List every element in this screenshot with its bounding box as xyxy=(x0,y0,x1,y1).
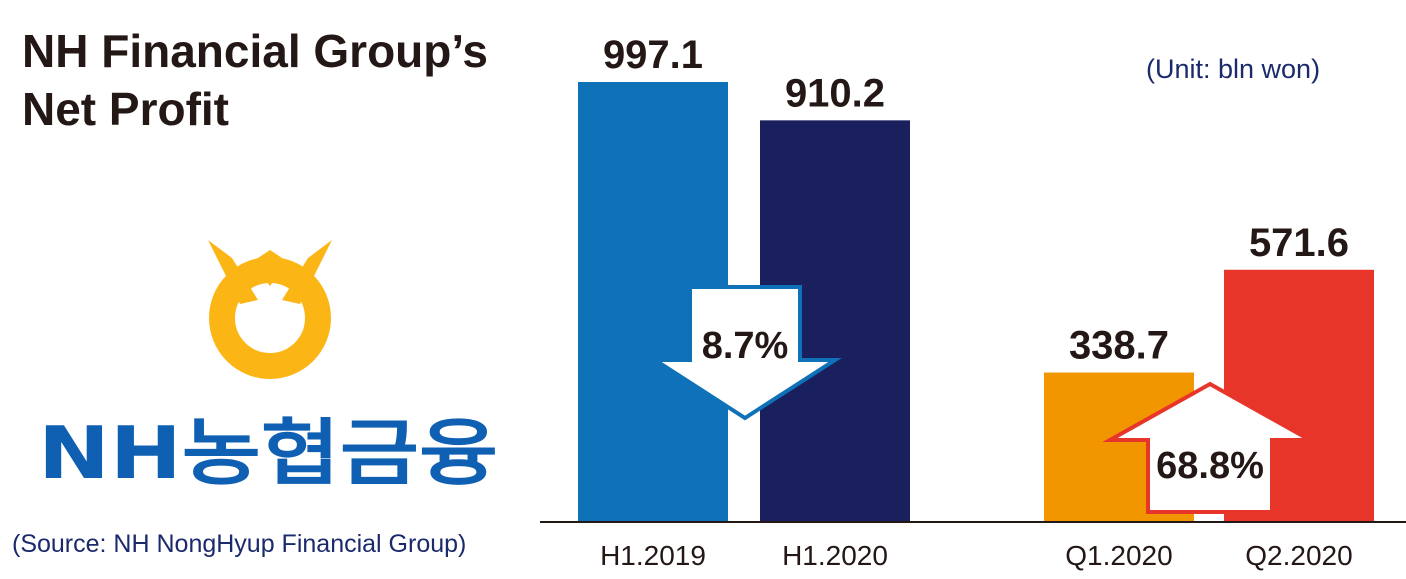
logo-wordmark: NH농협금융 xyxy=(38,411,498,495)
increase-arrow-icon xyxy=(1102,381,1318,514)
unit-label: (Unit: bln won) xyxy=(1146,54,1321,84)
category-label-q2-2020: Q2.2020 xyxy=(1245,540,1352,571)
nh-emblem-icon xyxy=(208,240,332,379)
title-line-2: Net Profit xyxy=(22,83,229,135)
value-label-h1-2020: 910.2 xyxy=(785,71,885,115)
nh-logo: NH농협금융 xyxy=(38,240,498,495)
value-label-q1-2020: 338.7 xyxy=(1069,324,1169,368)
category-label-q1-2020: Q1.2020 xyxy=(1065,540,1172,571)
title-line-1: NH Financial Group’s xyxy=(22,25,489,77)
source-note: (Source: NH NongHyup Financial Group) xyxy=(12,530,467,558)
decrease-arrow-icon xyxy=(648,285,842,421)
value-label-q2-2020: 571.6 xyxy=(1249,221,1349,265)
increase-percent-label: 68.8% xyxy=(1156,445,1264,487)
category-label-h1-2020: H1.2020 xyxy=(782,540,888,571)
value-label-h1-2019: 997.1 xyxy=(603,33,703,77)
category-label-h1-2019: H1.2019 xyxy=(600,540,706,571)
decrease-percent-label: 8.7% xyxy=(702,325,789,367)
chart-title: NH Financial Group’s Net Profit xyxy=(22,22,488,138)
